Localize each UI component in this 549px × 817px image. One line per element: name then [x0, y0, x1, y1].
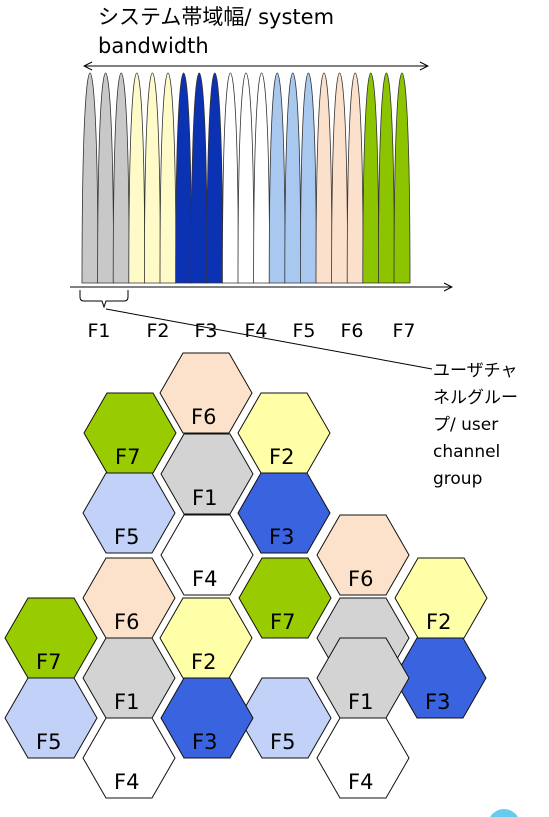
peak-f7-3: [393, 72, 411, 284]
hex-cell-f4: [316, 717, 410, 799]
hex-cell-label: F3: [192, 730, 217, 754]
peak-f7-2: [377, 72, 395, 284]
hex-cell-label: F6: [114, 610, 139, 634]
peak-f3-2: [190, 72, 208, 284]
peak-f6-3: [346, 72, 364, 284]
freq-label-f4: F4: [244, 320, 267, 342]
hex-cell-f3: [237, 472, 331, 554]
hex-cell-f3: [160, 677, 254, 759]
callout-line-2: ネルグルー: [433, 388, 518, 408]
peak-f1-2: [97, 72, 115, 284]
peak-f4-1: [221, 72, 239, 284]
freq-label-f1: F1: [87, 320, 110, 342]
peak-f2-2: [143, 72, 161, 284]
hex-cell-label: F2: [426, 610, 451, 634]
hex-cell-label: F4: [114, 770, 139, 794]
peak-f3-1: [175, 72, 193, 284]
callout-line-1: ユーザチャ: [433, 361, 518, 381]
freq-label-f5: F5: [292, 320, 315, 342]
cell-reuse-hex-grid: F6F7F2F1F5F3F4F6F6F7F2F7F2F1F1F3F5F5F1F3…: [4, 352, 488, 799]
peak-f6-1: [315, 72, 333, 284]
peak-f1-3: [112, 72, 130, 284]
freq-label-f7: F7: [392, 320, 415, 342]
hex-cell-label: F5: [114, 525, 139, 549]
hex-cell-f5: [4, 677, 98, 759]
callout-leader-line: [105, 308, 433, 370]
hex-cell-label: F5: [36, 730, 61, 754]
hex-cell-label: F2: [269, 445, 294, 469]
hex-cell-f6: [159, 352, 253, 434]
peak-f7-1: [362, 72, 380, 284]
hex-cell-label: F7: [270, 610, 295, 634]
peak-f2-3: [159, 72, 177, 284]
freq-label-f3: F3: [194, 320, 217, 342]
hex-cell-label: F7: [115, 445, 140, 469]
freq-label-f6: F6: [340, 320, 363, 342]
spectrum-title-line2: bandwidth: [98, 34, 209, 58]
hex-cell-label: F6: [348, 567, 373, 591]
hex-cell-f2: [159, 597, 253, 679]
peak-f5-3: [299, 72, 317, 284]
peak-f6-2: [331, 72, 349, 284]
hex-cell-f7: [238, 557, 332, 639]
hex-cell-f5: [82, 472, 176, 554]
hex-cell-label: F6: [191, 405, 216, 429]
callout-line-4: channel: [433, 442, 500, 462]
peak-f5-2: [284, 72, 302, 284]
peak-f1-1: [81, 72, 99, 284]
hex-cell-label: F2: [191, 650, 216, 674]
hex-cell-label: F4: [348, 770, 373, 794]
spectrum-title-line1: システム帯域幅/ system: [98, 5, 334, 29]
hex-cell-label: F5: [270, 730, 295, 754]
freq-label-f2: F2: [146, 320, 169, 342]
hex-cell-f6: [316, 514, 410, 596]
callout-line-3: プ/ user: [433, 415, 498, 435]
hex-cell-f4: [82, 717, 176, 799]
callout-line-5: group: [433, 469, 482, 489]
hex-cell-label: F1: [114, 690, 139, 714]
hex-cell-label: F3: [425, 690, 450, 714]
hex-cell-f4: [160, 514, 254, 596]
hex-cell-f3: [393, 637, 487, 719]
peak-f5-1: [268, 72, 286, 284]
hex-cell-f5: [238, 677, 332, 759]
hex-cell-label: F1: [348, 690, 373, 714]
user-channel-group-callout: ユーザチャ ネルグルー プ/ user channel group: [433, 361, 518, 489]
hex-cell-label: F7: [36, 650, 61, 674]
corner-decoration-icon: [490, 809, 518, 817]
spectrum-peaks: [81, 72, 411, 284]
hex-cell-f1: [160, 433, 254, 515]
user-channel-bracket: [79, 290, 129, 309]
hex-cell-label: F4: [192, 567, 217, 591]
peak-f4-3: [253, 72, 271, 284]
peak-f3-3: [206, 72, 224, 284]
hex-cell-label: F1: [192, 486, 217, 510]
peak-f4-2: [237, 72, 255, 284]
hex-cell-label: F3: [269, 525, 294, 549]
peak-f2-1: [128, 72, 146, 284]
